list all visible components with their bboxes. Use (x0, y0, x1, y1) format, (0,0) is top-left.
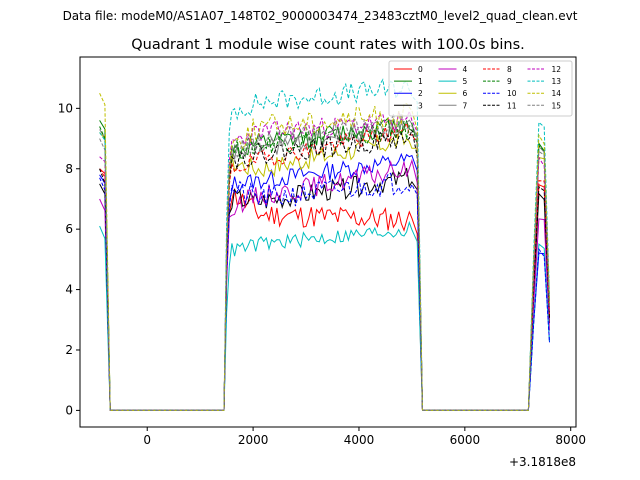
axes-background (80, 57, 576, 427)
legend-label-5: 5 (463, 77, 468, 86)
y-tick-label: 4 (65, 283, 73, 297)
plot-area (79, 56, 577, 428)
legend-label-14: 14 (552, 89, 562, 98)
y-tick-label: 2 (65, 343, 73, 357)
series-line-15 (99, 113, 550, 411)
series-line-11 (99, 129, 550, 411)
series-layer (99, 78, 550, 411)
x-tick-label: 8000 (555, 433, 586, 447)
series-line-5 (99, 220, 550, 411)
legend-label-2: 2 (418, 89, 423, 98)
series-line-14 (99, 92, 550, 411)
series-line-12 (99, 109, 550, 411)
x-tick-label: 0 (143, 433, 151, 447)
legend-label-7: 7 (463, 101, 468, 110)
legend-label-6: 6 (463, 89, 468, 98)
y-tick-label: 10 (58, 101, 73, 115)
axes-frame (79, 56, 577, 428)
series-line-9 (99, 120, 550, 411)
y-axis: 0 2 4 6 8 10 (58, 101, 80, 417)
x-axis-offset-label: +3.1818e8 (509, 455, 576, 469)
legend-box (388, 60, 573, 117)
legend-label-0: 0 (418, 65, 423, 74)
legend-label-12: 12 (552, 65, 562, 74)
series-line-4 (99, 158, 550, 411)
legend-label-3: 3 (418, 101, 423, 110)
legend-label-10: 10 (507, 89, 517, 98)
x-axis: 0 2000 4000 6000 8000 (143, 427, 586, 447)
x-tick-label: 6000 (450, 433, 481, 447)
legend-label-9: 9 (507, 77, 512, 86)
y-tick-label: 8 (65, 162, 73, 176)
legend-label-1: 1 (418, 77, 423, 86)
series-line-10 (99, 172, 550, 411)
x-tick-label: 4000 (344, 433, 375, 447)
legend-label-11: 11 (507, 101, 517, 110)
legend-label-8: 8 (507, 65, 512, 74)
suptitle: Data file: modeM0/AS1A07_148T02_90000034… (63, 9, 578, 23)
x-tick-label: 2000 (238, 433, 269, 447)
series-line-2 (99, 152, 550, 411)
series-line-8 (99, 122, 550, 411)
legend-label-13: 13 (552, 77, 562, 86)
legend-label-15: 15 (552, 101, 562, 110)
y-tick-label: 0 (65, 403, 73, 417)
chart-title: Quadrant 1 module wise count rates with … (131, 37, 525, 53)
y-tick-label: 6 (65, 222, 73, 236)
legend-label-4: 4 (463, 65, 468, 74)
